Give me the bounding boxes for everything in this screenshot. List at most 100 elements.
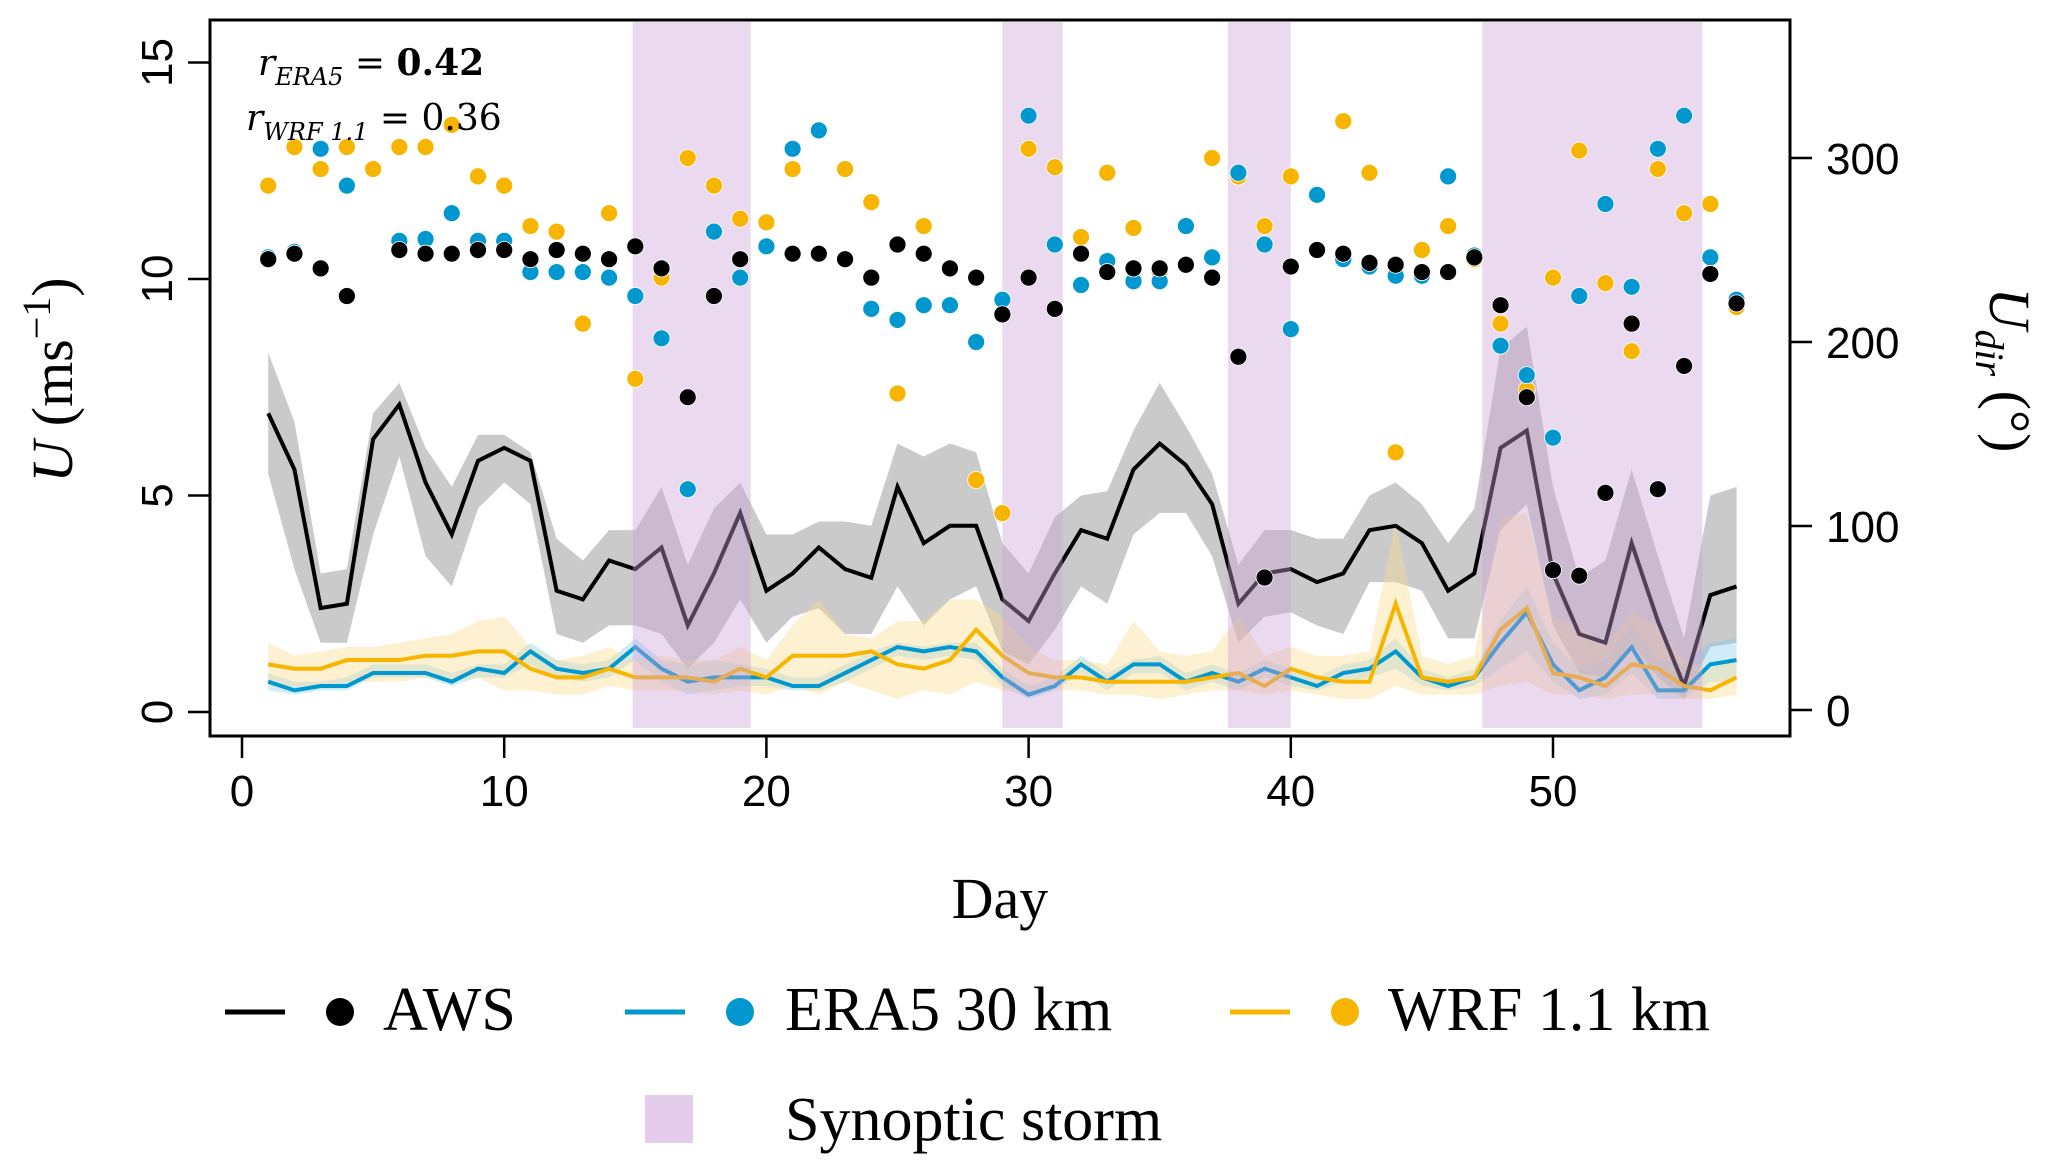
point-aws xyxy=(311,259,330,278)
svg-text:rERA5 = 0.42: rERA5 = 0.42 xyxy=(258,42,484,91)
point-aws xyxy=(652,259,671,278)
point-wrf-1-1-km xyxy=(285,138,304,156)
point-aws xyxy=(993,305,1012,324)
point-era5-30-km xyxy=(967,333,986,351)
point-wrf-1-1-km xyxy=(1675,204,1693,223)
point-aws xyxy=(285,244,304,263)
point-aws xyxy=(1281,257,1300,276)
y-left-tick-label: 10 xyxy=(133,255,182,304)
annot-era5-eq: = xyxy=(343,43,396,84)
legend-wrf-label: WRF 1.1 km xyxy=(1388,976,1710,1044)
point-aws xyxy=(573,244,592,263)
point-era5-30-km xyxy=(705,222,723,241)
svg-text:rWRF 1.1 = 0.36: rWRF 1.1 = 0.36 xyxy=(246,98,502,146)
point-wrf-1-1-km xyxy=(1360,163,1379,182)
points-layer xyxy=(259,106,1746,587)
point-aws xyxy=(941,259,959,278)
x-tick-label: 30 xyxy=(1004,767,1053,816)
point-wrf-1-1-km xyxy=(993,504,1012,523)
point-era5-30-km xyxy=(1517,366,1536,385)
point-era5-30-km xyxy=(1203,248,1222,267)
point-era5-30-km xyxy=(1596,195,1615,213)
point-wrf-1-1-km xyxy=(731,209,750,228)
point-era5-30-km xyxy=(1045,235,1064,254)
legend-aws-label: AWS xyxy=(383,976,516,1044)
point-wrf-1-1-km xyxy=(1648,160,1667,178)
y-right-title-subscript: dir xyxy=(1967,329,2012,376)
legend-wrf-point xyxy=(1331,998,1359,1026)
point-era5-30-km xyxy=(1308,185,1326,204)
point-aws xyxy=(862,268,881,287)
ribbon-aws xyxy=(268,326,1737,700)
point-wrf-1-1-km xyxy=(573,314,592,333)
point-era5-30-km xyxy=(1648,139,1667,158)
point-aws xyxy=(337,287,356,305)
point-era5-30-km xyxy=(809,121,828,140)
point-aws xyxy=(836,250,854,269)
point-era5-30-km xyxy=(626,287,645,305)
point-era5-30-km xyxy=(1675,106,1693,125)
point-era5-30-km xyxy=(1570,287,1589,305)
point-era5-30-km xyxy=(652,329,671,348)
point-aws xyxy=(1255,568,1274,587)
point-era5-30-km xyxy=(573,263,592,281)
x-tick-label: 50 xyxy=(1529,767,1578,816)
line-era5-30-km xyxy=(267,608,1737,697)
y-axis-right: 0 100 200 300 xyxy=(1790,135,1899,736)
point-era5-30-km xyxy=(600,268,618,287)
point-wrf-1-1-km xyxy=(1019,139,1038,158)
point-era5-30-km xyxy=(678,480,697,499)
point-wrf-1-1-km xyxy=(469,167,487,186)
ribbon-wrf-1-1-km xyxy=(268,512,1737,700)
point-aws xyxy=(1439,263,1458,281)
y-left-tick-label: 15 xyxy=(133,38,182,87)
point-era5-30-km xyxy=(1622,277,1641,296)
point-wrf-1-1-km xyxy=(836,160,854,178)
point-aws xyxy=(390,241,409,259)
point-aws xyxy=(1308,241,1326,259)
x-tick-label: 0 xyxy=(230,767,254,816)
point-aws xyxy=(783,244,802,263)
point-wrf-1-1-km xyxy=(1544,268,1562,287)
point-aws xyxy=(1465,248,1484,267)
point-era5-30-km xyxy=(914,296,933,315)
y-axis-right-title: Udir (°) xyxy=(1967,288,2042,453)
point-aws xyxy=(731,250,750,269)
y-left-tick-label: 5 xyxy=(133,483,182,507)
y-left-tick-label: 0 xyxy=(133,700,182,724)
point-aws xyxy=(809,244,828,263)
point-aws xyxy=(469,241,487,259)
point-wrf-1-1-km xyxy=(364,160,383,178)
point-aws xyxy=(1360,253,1379,272)
point-aws xyxy=(888,235,907,254)
point-aws xyxy=(1019,268,1038,287)
point-era5-30-km xyxy=(1072,276,1090,294)
storm-band-2 xyxy=(1002,22,1063,728)
point-wrf-1-1-km xyxy=(442,115,461,134)
y-left-title-close: ) xyxy=(20,277,85,296)
point-wrf-1-1-km xyxy=(495,176,514,195)
point-aws xyxy=(1072,244,1090,263)
correlation-annotation-wrf: rWRF 1.1 = 0.36 xyxy=(246,98,502,146)
point-wrf-1-1-km xyxy=(521,217,540,235)
point-aws xyxy=(1386,255,1405,274)
point-era5-30-km xyxy=(1701,248,1720,267)
point-aws xyxy=(547,241,566,259)
point-wrf-1-1-km xyxy=(1124,219,1143,237)
point-aws xyxy=(1413,263,1431,281)
point-wrf-1-1-km xyxy=(1072,228,1090,247)
point-aws xyxy=(442,244,461,263)
point-wrf-1-1-km xyxy=(1334,112,1353,131)
legend-storm-label: Synoptic storm xyxy=(785,1086,1162,1154)
point-aws xyxy=(521,250,540,269)
point-era5-30-km xyxy=(311,139,330,158)
legend-item-aws: AWS xyxy=(225,976,516,1044)
point-wrf-1-1-km xyxy=(1701,195,1720,213)
legend: AWS ERA5 30 km WRF 1.1 km Synoptic storm xyxy=(225,976,1710,1154)
point-wrf-1-1-km xyxy=(1203,149,1222,167)
point-era5-30-km xyxy=(862,299,881,318)
point-aws xyxy=(1098,263,1117,281)
lines-layer xyxy=(266,400,1738,697)
x-axis: 0 10 20 30 40 50 xyxy=(230,735,1578,816)
